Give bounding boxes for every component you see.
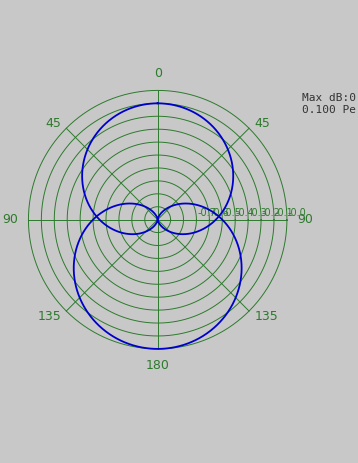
Text: -0.1: -0.1 (275, 208, 294, 218)
Text: -0.5: -0.5 (223, 208, 242, 218)
Text: 90: 90 (297, 213, 313, 226)
Text: 45: 45 (45, 117, 61, 130)
Text: 180: 180 (146, 359, 170, 372)
Text: -0.2: -0.2 (262, 208, 281, 218)
Text: 90: 90 (2, 213, 18, 226)
Text: 0: 0 (154, 67, 162, 80)
Text: -0.6: -0.6 (210, 208, 229, 218)
Text: -0.0: -0.0 (287, 208, 306, 218)
Text: 135: 135 (254, 310, 278, 323)
Text: 45: 45 (254, 117, 270, 130)
Text: -0.7: -0.7 (197, 208, 216, 218)
Text: 135: 135 (38, 310, 61, 323)
Text: -0.4: -0.4 (236, 208, 255, 218)
Text: -0.3: -0.3 (249, 208, 267, 218)
Text: Max dB:0.00
0.100 Per Div: Max dB:0.00 0.100 Per Div (303, 93, 358, 115)
